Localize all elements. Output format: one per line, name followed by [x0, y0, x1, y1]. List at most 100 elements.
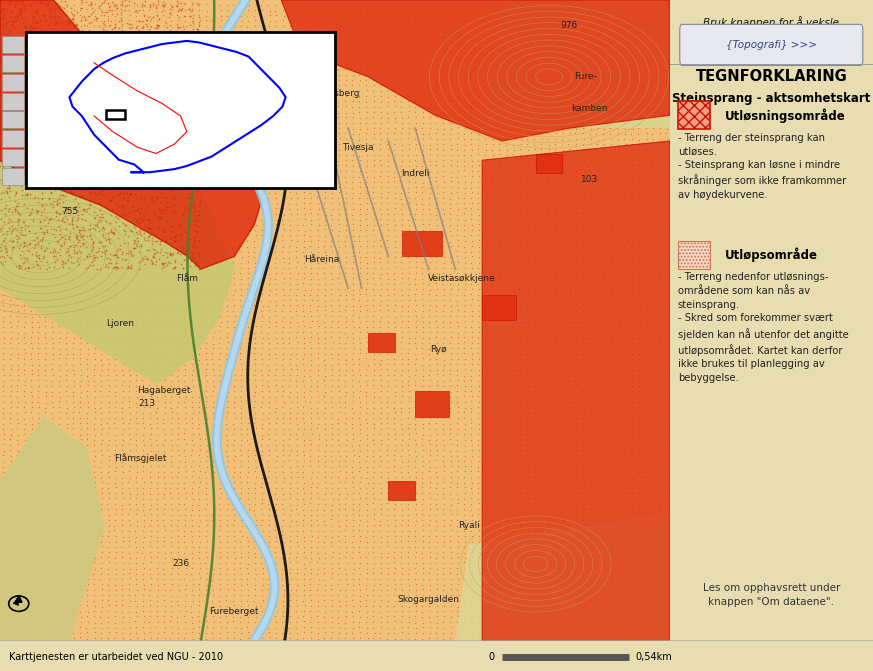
Point [575, 376, 589, 386]
Point [122, 203, 136, 214]
Point [324, 397, 338, 407]
Point [31, 354, 45, 365]
Point [80, 123, 94, 134]
Point [59, 584, 73, 595]
Point [143, 262, 157, 273]
Point [492, 483, 506, 494]
Point [18, 220, 32, 231]
Point [283, 521, 297, 531]
Point [347, 11, 361, 21]
Point [164, 418, 178, 429]
Point [135, 278, 149, 289]
Point [76, 203, 90, 214]
Point [436, 236, 450, 246]
Point [155, 250, 169, 261]
Point [310, 488, 324, 499]
Point [137, 49, 151, 60]
Point [318, 219, 332, 230]
Point [220, 193, 234, 203]
Point [554, 279, 568, 290]
Point [331, 424, 345, 435]
Point [52, 263, 66, 274]
Point [312, 101, 326, 112]
Point [101, 483, 115, 494]
Point [114, 79, 128, 90]
Point [10, 579, 24, 590]
Point [500, 150, 514, 160]
Point [485, 295, 498, 306]
Point [645, 187, 659, 198]
Point [617, 462, 631, 472]
Point [395, 353, 409, 364]
Point [172, 606, 186, 617]
Point [205, 64, 219, 75]
Point [172, 171, 186, 182]
Point [555, 204, 569, 215]
Point [101, 140, 115, 150]
Point [154, 56, 168, 67]
Point [165, 213, 179, 223]
Point [15, 91, 29, 102]
Point [311, 80, 325, 91]
Point [108, 412, 122, 423]
Point [157, 21, 171, 32]
Point [479, 235, 493, 246]
Point [114, 134, 128, 145]
Point [395, 558, 409, 569]
Point [176, 109, 190, 120]
Point [402, 47, 416, 58]
Point [506, 515, 520, 526]
Point [436, 278, 450, 289]
Point [26, 150, 40, 161]
Point [240, 187, 254, 197]
Point [653, 91, 667, 102]
Point [443, 332, 457, 343]
Point [401, 252, 415, 263]
Point [59, 55, 73, 66]
Point [65, 219, 79, 229]
Point [2, 223, 16, 234]
Point [402, 450, 416, 461]
Point [212, 472, 226, 483]
Point [568, 64, 582, 75]
Point [3, 235, 17, 246]
Point [148, 244, 162, 255]
Point [38, 531, 52, 541]
Point [249, 79, 263, 90]
Point [374, 177, 388, 188]
Point [318, 58, 332, 68]
Point [262, 247, 276, 258]
Point [59, 391, 73, 401]
Point [653, 268, 667, 279]
Point [9, 0, 23, 6]
Point [151, 81, 165, 91]
Point [29, 121, 43, 132]
Point [360, 627, 374, 638]
Point [277, 488, 291, 499]
Point [3, 107, 17, 117]
Point [25, 343, 39, 354]
Point [25, 231, 39, 242]
Point [75, 116, 89, 127]
Point [354, 401, 368, 412]
Point [485, 247, 498, 258]
Point [346, 231, 360, 242]
Point [326, 627, 340, 637]
Point [149, 386, 163, 397]
Point [255, 139, 269, 150]
Point [423, 520, 436, 531]
Point [234, 429, 248, 440]
Point [241, 111, 255, 122]
Point [52, 295, 66, 305]
Point [75, 170, 89, 181]
Point [554, 611, 568, 622]
Point [213, 0, 227, 10]
Point [75, 130, 89, 141]
Point [93, 133, 107, 144]
Point [171, 623, 185, 633]
Point [276, 558, 290, 568]
Point [74, 213, 88, 224]
Point [128, 117, 142, 127]
Point [101, 478, 115, 488]
Point [261, 601, 275, 612]
